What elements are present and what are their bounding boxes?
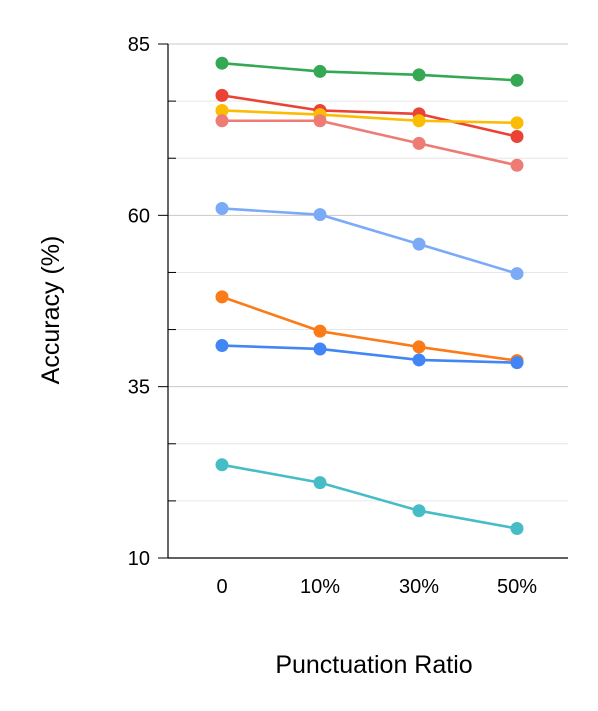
data-point <box>412 353 426 367</box>
data-point <box>313 208 327 222</box>
x-tick-label: 30% <box>399 576 439 598</box>
data-point <box>510 73 524 87</box>
data-point <box>313 324 327 338</box>
x-tick-label: 50% <box>497 576 537 598</box>
x-axis-ticks: 0 10% 30% 50% <box>216 576 537 598</box>
data-point <box>313 342 327 356</box>
series-line <box>221 207 518 275</box>
series-line <box>221 61 518 82</box>
data-point <box>412 68 426 82</box>
series-group <box>215 56 524 536</box>
y-axis-title: Accuracy (%) <box>37 236 65 385</box>
series-4 <box>215 114 524 172</box>
series-line <box>221 344 518 364</box>
data-point <box>215 56 229 70</box>
data-point <box>313 476 327 490</box>
data-point <box>313 114 327 128</box>
data-point <box>215 114 229 128</box>
y-axis: 10 35 60 85 <box>128 34 568 570</box>
data-point <box>215 88 229 102</box>
data-point <box>215 458 229 472</box>
data-point <box>412 504 426 518</box>
series-line <box>222 119 518 167</box>
data-point <box>412 136 426 150</box>
data-point <box>215 201 229 215</box>
series-2 <box>215 88 524 144</box>
y-tick-label: 60 <box>128 205 150 227</box>
x-tick-label: 10% <box>300 576 340 598</box>
data-point <box>510 522 524 536</box>
data-point <box>215 290 229 304</box>
series-3 <box>215 103 524 130</box>
series-line <box>221 94 518 138</box>
x-axis-title: Punctuation Ratio <box>275 651 472 679</box>
data-point <box>510 356 524 370</box>
series-7 <box>215 339 524 370</box>
y-tick-label: 35 <box>128 377 150 399</box>
data-point <box>510 267 524 281</box>
y-tick-label: 85 <box>128 34 150 56</box>
data-point <box>412 237 426 251</box>
data-point <box>215 103 229 117</box>
data-point <box>510 130 524 144</box>
data-point <box>313 64 327 78</box>
data-point <box>215 339 229 353</box>
series-8 <box>215 458 524 536</box>
series-line <box>221 109 518 125</box>
series-line <box>221 463 518 530</box>
gridlines <box>168 43 568 502</box>
x-tick-label: 0 <box>216 576 227 598</box>
series-5 <box>215 201 524 281</box>
y-tick-label: 10 <box>128 548 150 570</box>
series-1 <box>215 56 524 87</box>
data-point <box>412 114 426 128</box>
data-point <box>412 340 426 354</box>
data-point <box>510 158 524 172</box>
series-line <box>221 295 518 362</box>
data-point <box>510 116 524 130</box>
